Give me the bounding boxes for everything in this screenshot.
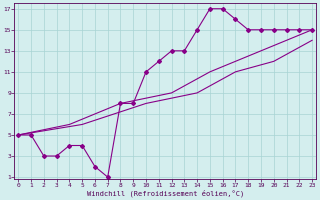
X-axis label: Windchill (Refroidissement éolien,°C): Windchill (Refroidissement éolien,°C): [87, 189, 244, 197]
